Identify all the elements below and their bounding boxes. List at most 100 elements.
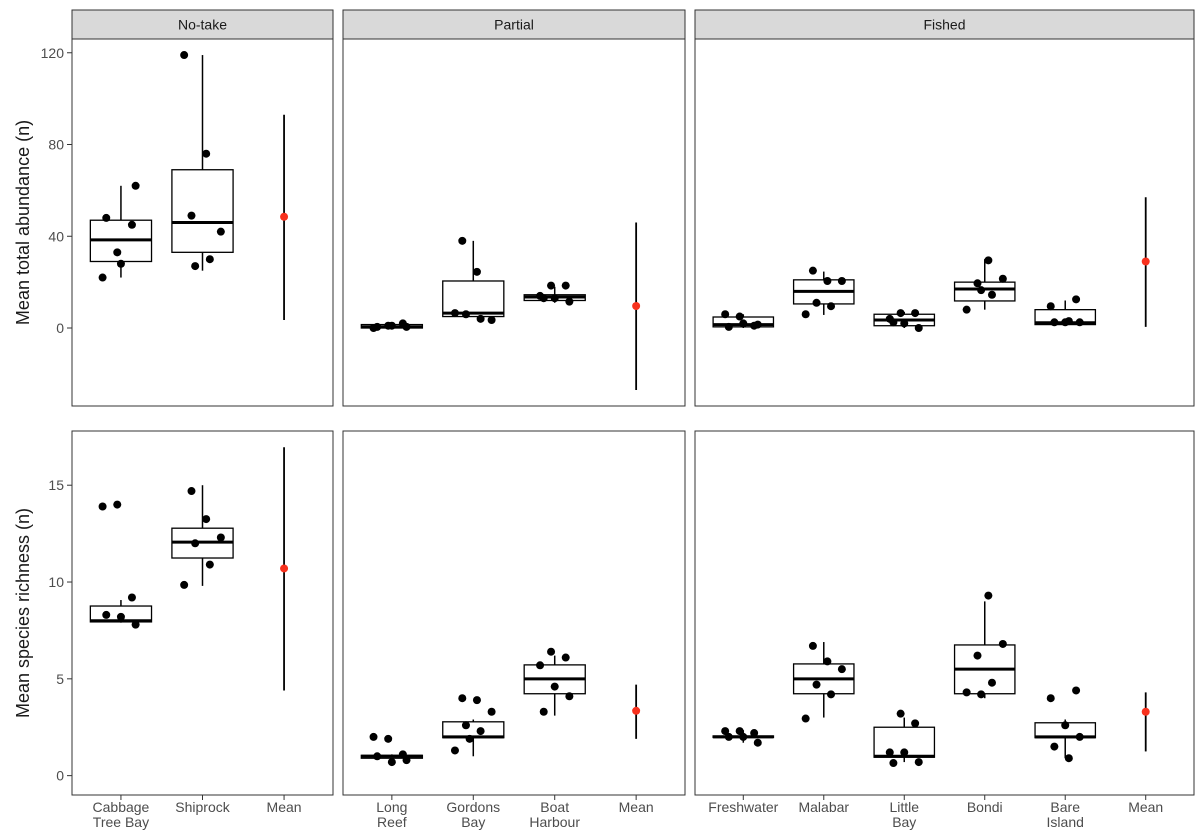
point: [987, 678, 996, 687]
point: [721, 727, 730, 736]
point: [735, 727, 744, 736]
point: [550, 682, 559, 691]
point: [837, 665, 846, 674]
point: [458, 236, 467, 245]
point: [113, 248, 122, 257]
point: [1064, 317, 1073, 326]
point: [398, 750, 407, 759]
point: [911, 309, 920, 318]
point: [113, 500, 122, 509]
y-tick-label: 120: [41, 45, 65, 61]
point: [896, 709, 905, 718]
point: [914, 758, 923, 767]
facet-strip: [342, 9, 686, 40]
point: [801, 310, 810, 319]
x-tick-label: Freshwater: [708, 799, 779, 815]
point: [472, 696, 481, 705]
point: [187, 487, 196, 496]
facet-title: Partial: [494, 17, 534, 33]
point: [98, 273, 107, 282]
point: [812, 298, 821, 307]
point: [180, 580, 189, 589]
point: [205, 560, 214, 569]
point: [750, 729, 759, 738]
point: [1064, 754, 1073, 763]
point: [116, 612, 125, 621]
point: [561, 281, 570, 290]
panel-border: [694, 430, 1195, 796]
panel-border: [71, 38, 334, 407]
mean-point: [1141, 257, 1150, 266]
point: [987, 290, 996, 299]
point: [900, 319, 909, 328]
point: [1050, 742, 1059, 751]
point: [808, 266, 817, 275]
y-tick-label: 0: [56, 768, 64, 784]
point: [721, 310, 730, 319]
point: [753, 738, 762, 747]
point: [911, 719, 920, 728]
x-tick-label: Mean: [1128, 799, 1164, 815]
point: [823, 657, 832, 666]
point: [962, 688, 971, 697]
point: [458, 694, 467, 703]
mean-point: [632, 706, 641, 715]
point: [547, 647, 556, 656]
point: [837, 276, 846, 285]
x-tick-label: Bondi: [966, 799, 1003, 815]
point: [487, 315, 496, 324]
point: [476, 727, 485, 736]
x-tick-label: Boat Harbour: [529, 799, 580, 830]
point: [827, 690, 836, 699]
panel-border: [342, 38, 686, 407]
point: [973, 279, 982, 288]
point: [216, 227, 225, 236]
mean-point: [1141, 707, 1150, 716]
point: [205, 255, 214, 264]
mean-point: [632, 301, 641, 310]
point: [187, 211, 196, 220]
point: [565, 692, 574, 701]
point: [472, 267, 481, 276]
x-tick-label: Long Reef: [376, 799, 408, 830]
point: [823, 276, 832, 285]
point: [561, 653, 570, 662]
point: [724, 322, 733, 331]
point: [739, 319, 748, 328]
point: [812, 680, 821, 689]
box: [442, 721, 505, 739]
facet-strip: [71, 9, 334, 40]
point: [180, 51, 189, 60]
point: [1075, 732, 1084, 741]
y-tick-label: 5: [56, 671, 64, 687]
point: [536, 661, 545, 670]
y-axis-title: Mean species richness (n): [13, 508, 33, 718]
y-tick-label: 40: [48, 228, 64, 244]
x-tick-label: Malabar: [798, 799, 850, 815]
point: [373, 752, 382, 761]
mean-point: [280, 212, 289, 221]
point: [1075, 318, 1084, 327]
point: [402, 756, 411, 765]
y-tick-label: 10: [48, 574, 64, 590]
point: [402, 322, 411, 331]
point: [977, 286, 986, 295]
point: [547, 281, 556, 290]
point: [565, 297, 574, 306]
point: [984, 591, 993, 600]
point: [1072, 295, 1081, 304]
point: [808, 641, 817, 650]
point: [127, 220, 136, 229]
facet-title: No-take: [178, 17, 227, 33]
point: [191, 262, 200, 271]
x-tick-label: Mean: [266, 799, 302, 815]
point: [216, 533, 225, 542]
point: [116, 259, 125, 268]
x-tick-label: Shiprock: [175, 799, 230, 815]
point: [450, 746, 459, 755]
point: [131, 181, 140, 190]
point: [131, 620, 140, 629]
point: [1072, 686, 1081, 695]
point: [896, 309, 905, 318]
